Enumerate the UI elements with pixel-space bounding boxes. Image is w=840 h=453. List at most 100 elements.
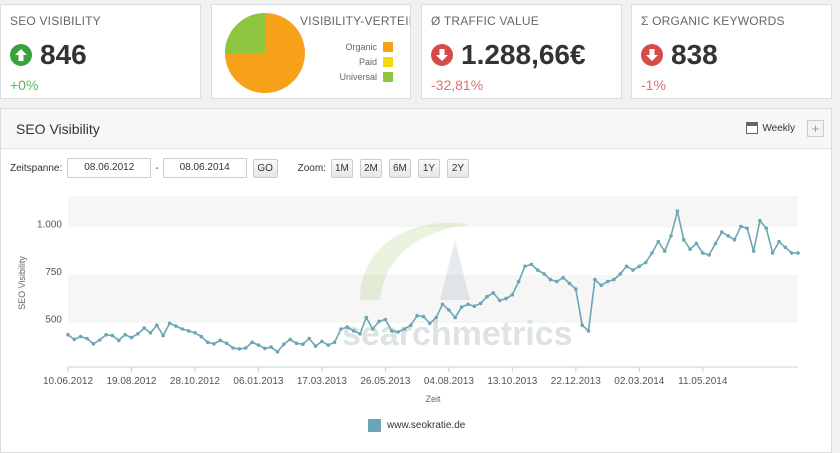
data-point[interactable] bbox=[459, 305, 464, 309]
data-point[interactable] bbox=[516, 279, 521, 284]
data-point[interactable] bbox=[662, 249, 667, 253]
data-point[interactable] bbox=[466, 302, 470, 307]
date-to-input[interactable]: 08.06.2014 bbox=[162, 158, 247, 178]
data-point[interactable] bbox=[307, 336, 312, 341]
data-point[interactable] bbox=[237, 347, 242, 351]
data-point[interactable] bbox=[478, 301, 483, 306]
data-point[interactable] bbox=[193, 331, 197, 335]
data-point[interactable] bbox=[320, 339, 324, 344]
data-point[interactable] bbox=[681, 237, 686, 242]
data-point[interactable] bbox=[396, 330, 400, 334]
data-point[interactable] bbox=[472, 304, 477, 309]
data-point[interactable] bbox=[650, 251, 654, 255]
data-point[interactable] bbox=[117, 338, 121, 343]
data-point[interactable] bbox=[339, 327, 343, 331]
zoom-2m-button[interactable]: 2M bbox=[359, 158, 382, 178]
data-point[interactable] bbox=[523, 264, 527, 269]
data-point[interactable] bbox=[205, 340, 210, 345]
data-point[interactable] bbox=[555, 279, 559, 284]
data-point[interactable] bbox=[174, 324, 178, 328]
data-point[interactable] bbox=[256, 343, 261, 347]
data-point[interactable] bbox=[78, 334, 83, 339]
data-point[interactable] bbox=[777, 239, 781, 244]
data-point[interactable] bbox=[377, 319, 381, 324]
data-point[interactable] bbox=[535, 268, 540, 272]
chart-legend[interactable]: www.seokratie.de bbox=[368, 419, 465, 432]
data-point[interactable] bbox=[110, 333, 115, 338]
data-point[interactable] bbox=[643, 260, 648, 265]
data-point[interactable] bbox=[136, 332, 140, 336]
data-point[interactable] bbox=[580, 323, 584, 328]
data-point[interactable] bbox=[415, 313, 419, 318]
data-point[interactable] bbox=[97, 338, 102, 342]
data-point[interactable] bbox=[199, 334, 204, 339]
data-point[interactable] bbox=[440, 302, 445, 307]
data-point[interactable] bbox=[370, 327, 375, 331]
data-point[interactable] bbox=[123, 332, 127, 337]
data-point[interactable] bbox=[669, 234, 673, 238]
data-point[interactable] bbox=[758, 218, 762, 223]
data-point[interactable] bbox=[783, 245, 788, 250]
data-point[interactable] bbox=[294, 341, 299, 346]
data-point[interactable] bbox=[351, 329, 356, 333]
data-point[interactable] bbox=[72, 337, 77, 342]
data-point[interactable] bbox=[434, 315, 439, 320]
data-point[interactable] bbox=[453, 315, 458, 320]
data-point[interactable] bbox=[675, 209, 680, 213]
data-point[interactable] bbox=[383, 317, 388, 322]
data-point[interactable] bbox=[510, 293, 515, 297]
data-point[interactable] bbox=[186, 329, 191, 333]
data-point[interactable] bbox=[707, 253, 711, 257]
data-point[interactable] bbox=[593, 277, 597, 282]
data-point[interactable] bbox=[313, 344, 318, 348]
data-point[interactable] bbox=[231, 346, 235, 350]
data-point[interactable] bbox=[282, 342, 286, 347]
zoom-1m-button[interactable]: 1M bbox=[330, 158, 353, 178]
go-button[interactable]: GO bbox=[252, 158, 278, 178]
data-point[interactable] bbox=[688, 247, 692, 251]
data-point[interactable] bbox=[332, 340, 337, 345]
data-point[interactable] bbox=[599, 283, 603, 288]
data-point[interactable] bbox=[85, 336, 89, 341]
data-point[interactable] bbox=[637, 264, 642, 269]
data-point[interactable] bbox=[561, 275, 565, 280]
data-point[interactable] bbox=[91, 342, 96, 346]
data-point[interactable] bbox=[224, 341, 229, 346]
data-point[interactable] bbox=[409, 323, 413, 328]
data-point[interactable] bbox=[732, 237, 737, 242]
data-point[interactable] bbox=[212, 342, 216, 346]
data-point[interactable] bbox=[739, 224, 743, 229]
data-point[interactable] bbox=[364, 315, 369, 320]
data-point[interactable] bbox=[631, 268, 635, 272]
data-point[interactable] bbox=[745, 226, 749, 231]
data-point[interactable] bbox=[402, 327, 407, 331]
data-point[interactable] bbox=[155, 323, 159, 328]
zoom-6m-button[interactable]: 6M bbox=[388, 158, 411, 178]
data-point[interactable] bbox=[263, 346, 267, 351]
data-point[interactable] bbox=[789, 251, 794, 255]
data-point[interactable] bbox=[491, 291, 496, 295]
data-point[interactable] bbox=[485, 294, 489, 299]
data-point[interactable] bbox=[605, 279, 610, 284]
data-point[interactable] bbox=[66, 332, 70, 337]
data-point[interactable] bbox=[726, 234, 730, 238]
data-point[interactable] bbox=[167, 321, 172, 326]
data-point[interactable] bbox=[618, 272, 623, 276]
data-point[interactable] bbox=[796, 251, 800, 255]
data-point[interactable] bbox=[243, 346, 248, 350]
data-point[interactable] bbox=[548, 277, 553, 282]
zoom-2y-button[interactable]: 2Y bbox=[446, 158, 469, 178]
data-point[interactable] bbox=[497, 298, 502, 303]
data-point[interactable] bbox=[529, 262, 534, 267]
data-point[interactable] bbox=[713, 241, 718, 246]
data-point[interactable] bbox=[345, 325, 350, 329]
data-point[interactable] bbox=[129, 335, 134, 340]
data-point[interactable] bbox=[542, 272, 546, 276]
data-point[interactable] bbox=[288, 337, 293, 342]
add-button[interactable]: + bbox=[807, 120, 824, 137]
data-point[interactable] bbox=[161, 333, 165, 338]
interval-selector[interactable]: Weekly bbox=[746, 122, 795, 134]
data-point[interactable] bbox=[326, 343, 331, 347]
data-point[interactable] bbox=[504, 296, 508, 301]
data-point[interactable] bbox=[269, 345, 273, 349]
